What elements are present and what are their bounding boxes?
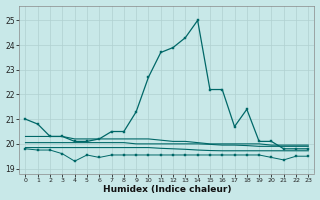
X-axis label: Humidex (Indice chaleur): Humidex (Indice chaleur) xyxy=(103,185,231,194)
